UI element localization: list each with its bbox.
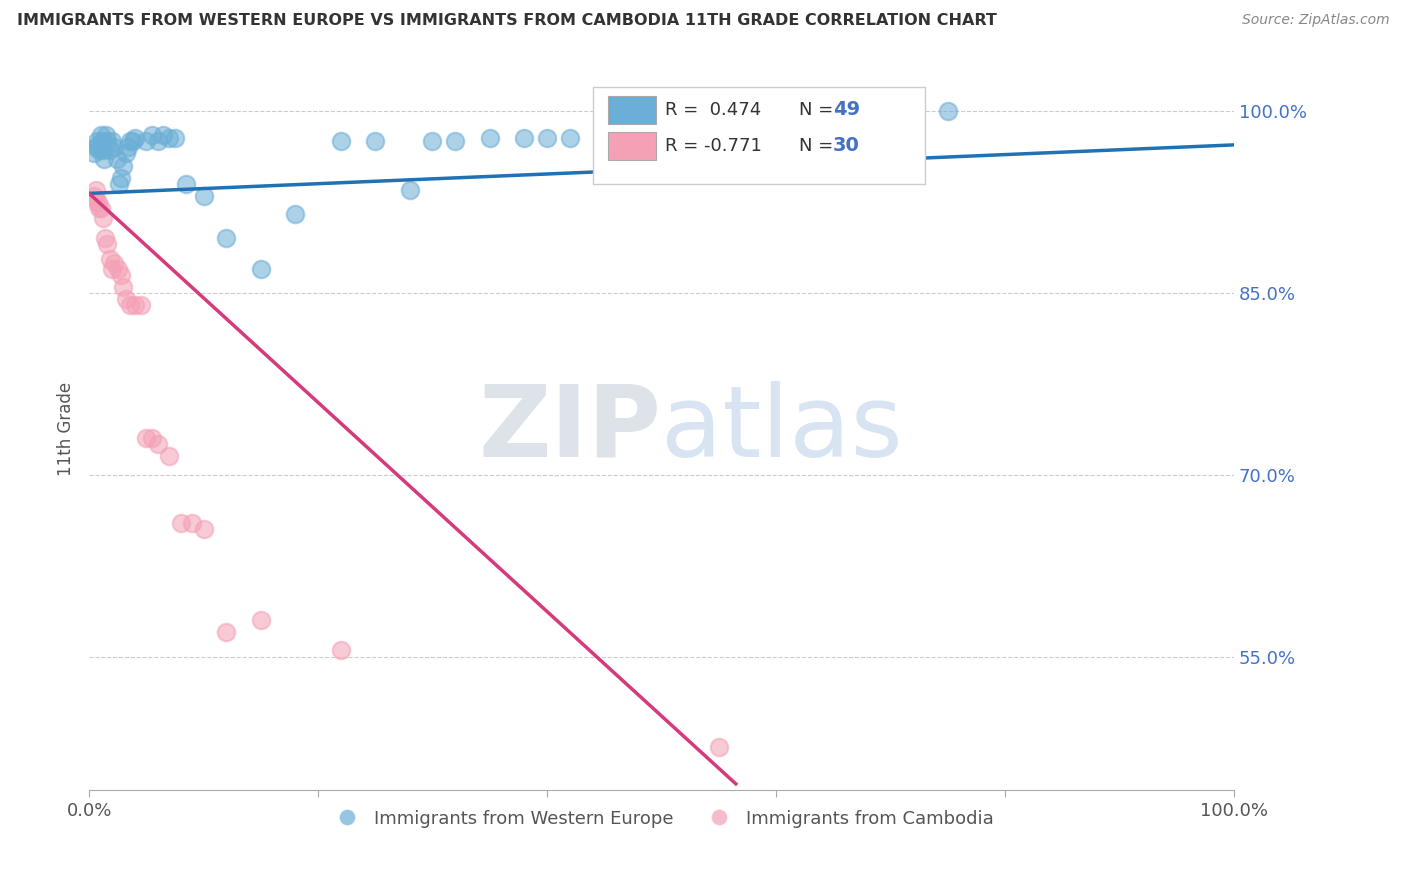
Point: [193, 189, 215, 203]
Text: ZIP: ZIP: [478, 381, 661, 478]
Point: [112, 279, 135, 293]
Point: [163, 130, 186, 145]
Point: [398, 183, 420, 197]
Point: [91, 211, 114, 225]
Y-axis label: 11th Grade: 11th Grade: [58, 382, 75, 476]
Point: [101, 134, 124, 148]
Text: 30: 30: [834, 136, 860, 155]
Point: [135, 134, 157, 148]
Point: [103, 255, 125, 269]
FancyBboxPatch shape: [593, 87, 925, 184]
FancyBboxPatch shape: [607, 96, 655, 124]
Point: [558, 130, 581, 145]
Point: [83, 189, 105, 203]
Point: [249, 261, 271, 276]
Point: [84, 183, 107, 197]
Legend: Immigrants from Western Europe, Immigrants from Cambodia: Immigrants from Western Europe, Immigran…: [322, 803, 1001, 835]
Point: [94, 231, 117, 245]
Point: [86, 194, 108, 209]
Point: [422, 134, 444, 148]
Text: R =  0.474: R = 0.474: [665, 101, 761, 119]
Point: [93, 153, 115, 167]
Point: [120, 298, 142, 312]
Point: [91, 143, 114, 157]
Point: [107, 261, 129, 276]
Point: [110, 268, 132, 282]
Point: [787, 134, 810, 148]
Point: [141, 128, 163, 143]
Point: [129, 298, 152, 312]
Point: [284, 207, 307, 221]
Text: IMMIGRANTS FROM WESTERN EUROPE VS IMMIGRANTS FROM CAMBODIA 11TH GRADE CORRELATIO: IMMIGRANTS FROM WESTERN EUROPE VS IMMIGR…: [17, 13, 997, 29]
Point: [141, 431, 163, 445]
Point: [86, 134, 108, 148]
Point: [707, 130, 730, 145]
Point: [89, 201, 111, 215]
Point: [84, 140, 107, 154]
Point: [593, 130, 616, 145]
Point: [936, 103, 959, 118]
Point: [96, 134, 118, 148]
Point: [249, 613, 271, 627]
Point: [105, 153, 128, 167]
Point: [96, 237, 118, 252]
Point: [87, 137, 110, 152]
Point: [96, 128, 118, 143]
Point: [114, 292, 136, 306]
Point: [478, 130, 501, 145]
Point: [103, 140, 125, 154]
Point: [135, 431, 157, 445]
Point: [108, 177, 131, 191]
Text: N =: N =: [799, 101, 839, 119]
Point: [707, 740, 730, 755]
Point: [124, 298, 146, 312]
Text: N =: N =: [799, 136, 839, 154]
Point: [112, 159, 135, 173]
FancyBboxPatch shape: [607, 132, 655, 161]
Point: [90, 134, 112, 148]
Text: Source: ZipAtlas.com: Source: ZipAtlas.com: [1241, 13, 1389, 28]
Point: [117, 140, 139, 154]
Point: [181, 516, 204, 531]
Point: [152, 128, 174, 143]
Text: 49: 49: [834, 100, 860, 120]
Point: [110, 170, 132, 185]
Point: [89, 143, 111, 157]
Point: [146, 134, 169, 148]
Point: [536, 130, 558, 145]
Point: [124, 130, 146, 145]
Point: [364, 134, 387, 148]
Point: [513, 130, 536, 145]
Point: [83, 146, 105, 161]
Point: [215, 625, 238, 640]
Point: [114, 146, 136, 161]
Point: [98, 252, 121, 266]
Point: [101, 261, 124, 276]
Point: [627, 130, 650, 145]
Point: [444, 134, 467, 148]
Point: [193, 522, 215, 536]
Point: [89, 201, 111, 215]
Point: [157, 130, 180, 145]
Point: [650, 130, 672, 145]
Text: R = -0.771: R = -0.771: [665, 136, 762, 154]
Point: [329, 643, 352, 657]
Point: [89, 128, 111, 143]
Point: [215, 231, 238, 245]
Point: [157, 450, 180, 464]
Point: [121, 134, 143, 148]
Point: [176, 177, 198, 191]
Point: [87, 194, 110, 209]
Point: [120, 134, 142, 148]
Point: [329, 134, 352, 148]
Point: [146, 437, 169, 451]
Point: [98, 143, 121, 157]
Text: atlas: atlas: [661, 381, 903, 478]
Point: [169, 516, 191, 531]
